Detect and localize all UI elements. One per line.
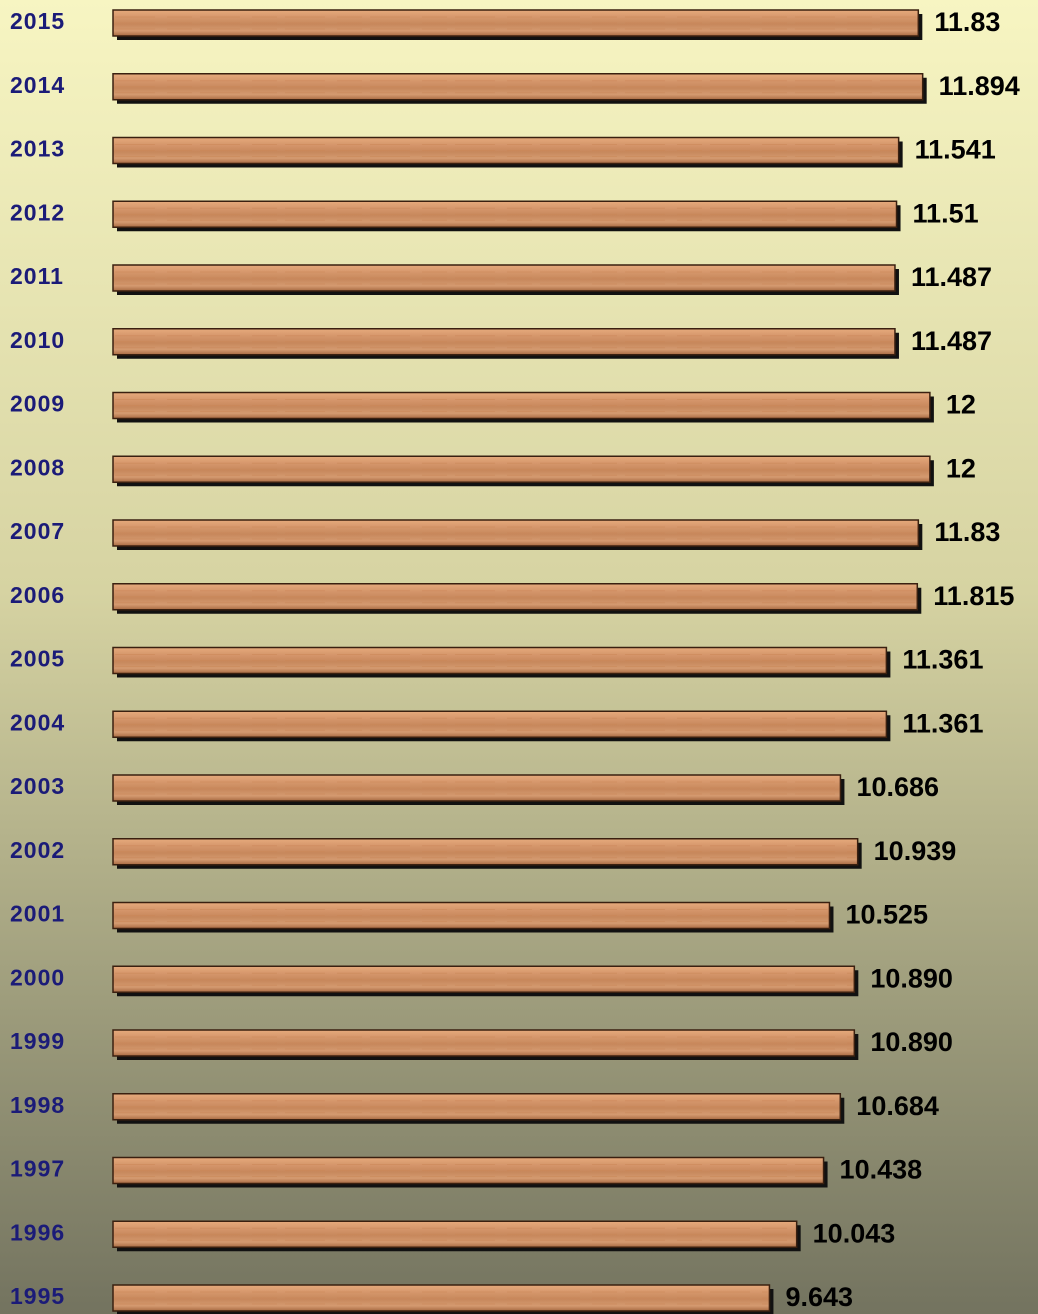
y-tick-label: 2015 [10, 8, 65, 34]
bar [112, 710, 888, 738]
y-tick-label: 2006 [10, 582, 65, 608]
y-tick-label: 2001 [10, 901, 65, 927]
value-label: 11.815 [933, 581, 1014, 611]
y-tick-label: 2000 [10, 964, 65, 990]
value-label: 10.686 [856, 772, 939, 802]
value-label: 11.51 [913, 198, 979, 228]
y-tick-label: 2012 [10, 199, 65, 225]
y-tick-label: 2013 [10, 136, 65, 162]
y-tick-label: 2014 [10, 72, 65, 98]
value-label: 11.541 [915, 135, 996, 165]
y-tick-label: 2011 [10, 263, 64, 289]
y-tick-label: 1999 [10, 1028, 65, 1054]
value-label: 12 [946, 390, 976, 420]
value-label: 10.043 [813, 1218, 896, 1248]
y-tick-label: 2005 [10, 646, 65, 672]
value-label: 11.487 [911, 326, 992, 356]
value-label: 9.643 [785, 1282, 853, 1312]
value-label: 11.361 [902, 708, 983, 738]
y-tick-label: 2003 [10, 773, 65, 799]
value-label: 12 [946, 453, 976, 483]
value-label: 10.890 [870, 1027, 953, 1057]
value-label: 10.939 [874, 836, 957, 866]
value-label: 11.361 [902, 645, 983, 675]
y-tick-label: 2009 [10, 391, 65, 417]
value-label: 10.438 [840, 1155, 923, 1185]
y-tick-label: 2010 [10, 327, 65, 353]
y-tick-label: 1996 [10, 1219, 65, 1245]
y-tick-label: 2008 [10, 454, 65, 480]
value-label: 11.83 [934, 517, 1000, 547]
value-label: 10.525 [845, 900, 928, 930]
y-tick-label: 1998 [10, 1092, 65, 1118]
y-tick-label: 2004 [10, 709, 65, 735]
value-label: 10.890 [870, 963, 953, 993]
y-tick-label: 2007 [10, 518, 65, 544]
bar [112, 646, 888, 675]
value-label: 11.487 [911, 262, 992, 292]
y-tick-label: 1997 [10, 1156, 65, 1182]
y-tick-label: 2002 [10, 837, 65, 863]
value-label: 10.684 [856, 1091, 939, 1121]
value-label: 11.894 [939, 71, 1020, 101]
value-label: 11.83 [934, 7, 1000, 37]
y-tick-label: 1995 [10, 1283, 65, 1309]
